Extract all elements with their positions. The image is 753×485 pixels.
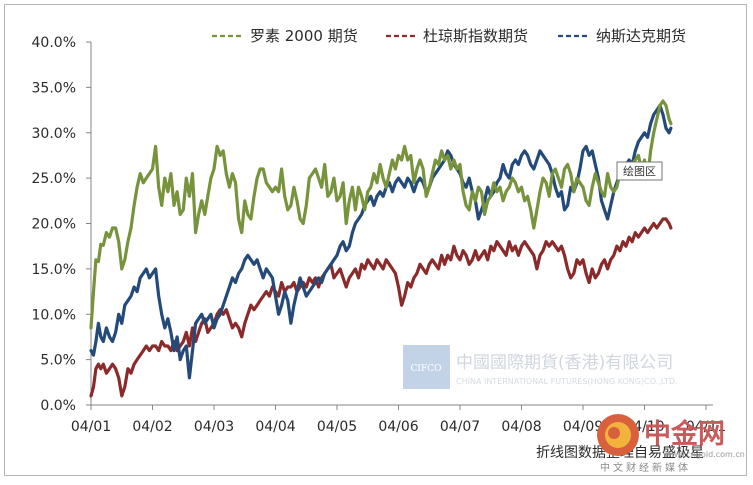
x-tick-label: 04/09 (563, 419, 603, 435)
series-layer (89, 99, 673, 398)
watermark-company-en: CHINA INTERNATIONAL FUTURES(HONG KONG)CO… (456, 377, 678, 386)
x-tick-label: 04/06 (378, 419, 418, 435)
tooltip-box (616, 161, 663, 181)
site-badge: 中金网 中文财经新媒体 www.cngold.com.cn (597, 414, 745, 474)
tooltip-label: 绘图区 (623, 164, 656, 178)
y-tick-label: 5.0% (40, 353, 76, 369)
y-tick-label: 35.0% (32, 80, 76, 96)
watermark: CIFCO 中國國際期貨(香港)有限公司 CHINA INTERNATIONAL… (403, 345, 678, 389)
y-tick-label: 30.0% (32, 126, 76, 142)
x-tick-label: 04/05 (317, 419, 357, 435)
watermark-logo-box (403, 345, 450, 389)
site-logo-core (608, 427, 620, 439)
site-url: www.cngold.com.cn (665, 450, 745, 459)
legend-item-russell: 罗素 2000 期货 (212, 27, 358, 45)
series-line-nasdaq (89, 103, 673, 380)
x-tick-label: 04/04 (255, 419, 295, 435)
legend: 罗素 2000 期货 杜琼斯指数期货 纳斯达克期货 (212, 27, 686, 45)
watermark-company-cn: 中國國際期貨(香港)有限公司 (456, 353, 673, 373)
series-line-russell (89, 99, 673, 330)
x-tick-label: 04/03 (194, 419, 234, 435)
x-tick-label: 04/02 (132, 419, 172, 435)
legend-item-dow: 杜琼斯指数期货 (386, 27, 528, 45)
y-tick-label: 10.0% (32, 307, 76, 323)
x-tick-label: 04/11 (686, 419, 726, 435)
y-tick-label: 15.0% (32, 262, 76, 278)
site-slogan: 中文财经新媒体 (600, 461, 691, 474)
legend-item-nasdaq: 纳斯达克期货 (558, 27, 686, 45)
chart-frame (4, 4, 747, 476)
legend-label-nasdaq: 纳斯达克期货 (596, 27, 686, 45)
legend-label-dow: 杜琼斯指数期货 (423, 27, 528, 45)
y-tick-label: 40.0% (32, 35, 76, 51)
series-line-dow (89, 217, 673, 398)
x-tick-label: 04/08 (501, 419, 541, 435)
y-tick-label: 0.0% (40, 398, 76, 414)
legend-label-russell: 罗素 2000 期货 (250, 27, 358, 45)
x-tick-label: 04/07 (440, 419, 480, 435)
x-tick-label: 04/01 (71, 419, 111, 435)
y-tick-label: 20.0% (32, 217, 76, 233)
y-axis-ticks: 0.0% 5.0% 10.0% 15.0% 20.0% 25.0% 30.0% 35.0% 40… (32, 35, 91, 414)
site-name: 中金网 (644, 418, 725, 450)
y-tick-label: 25.0% (32, 171, 76, 187)
plot-area-tooltip: 绘图区 (616, 161, 663, 181)
watermark-logo-text: CIFCO (411, 364, 442, 374)
